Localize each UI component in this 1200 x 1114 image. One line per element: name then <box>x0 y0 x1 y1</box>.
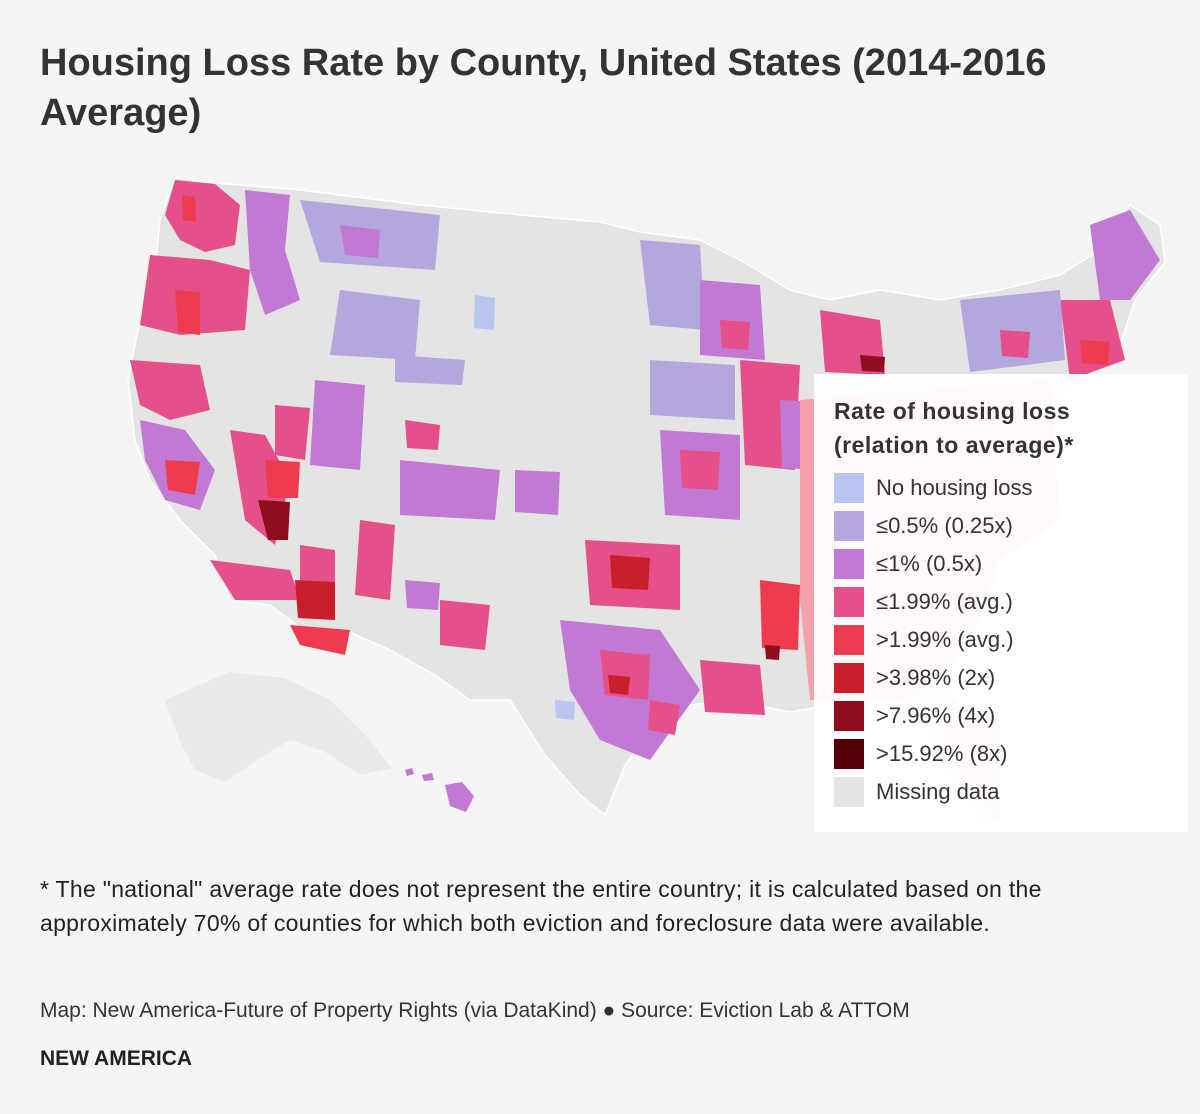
region-ca-red <box>165 460 200 495</box>
hawaii-shape <box>445 782 474 812</box>
region-nevada-red <box>265 460 300 498</box>
legend-item: ≤0.5% (0.25x) <box>834 510 1174 542</box>
source-credit: Map: New America-Future of Property Righ… <box>40 999 910 1022</box>
legend-swatch <box>834 663 864 693</box>
legend-item: >15.92% (8x) <box>834 738 1174 770</box>
region-nm-pink <box>355 520 395 600</box>
legend-item: >7.96% (4x) <box>834 700 1174 732</box>
region-socal <box>210 560 300 600</box>
legend-item: >3.98% (2x) <box>834 662 1174 694</box>
region-arizona-red <box>295 580 335 620</box>
region-sd-purple <box>395 355 465 385</box>
region-colorado-pink <box>405 420 440 450</box>
legend-label: ≤0.5% (0.25x) <box>876 513 1013 538</box>
legend-title-line2: (relation to average)* <box>834 432 1074 458</box>
region-mississippi-dark <box>765 645 780 660</box>
legend-swatch <box>834 511 864 541</box>
region-minnesota <box>640 240 705 330</box>
legend-item: >1.99% (avg.) <box>834 624 1174 656</box>
legend-swatch <box>834 701 864 731</box>
region-colorado <box>400 460 500 520</box>
legend-title-line1: Rate of housing loss <box>834 398 1071 424</box>
legend-item: No housing loss <box>834 472 1174 504</box>
hawaii-islands <box>405 768 434 781</box>
legend-swatch <box>834 549 864 579</box>
legend-label: >3.98% (2x) <box>876 665 996 690</box>
region-maine <box>1090 210 1160 300</box>
region-gulf-coast-pink <box>648 700 680 735</box>
region-oklahoma-red <box>610 555 650 590</box>
region-utah-pink <box>275 405 310 460</box>
region-arizona-bright <box>290 625 350 655</box>
region-michigan-darkred <box>860 355 885 372</box>
region-nd-blue <box>474 295 495 330</box>
brand-logo: NEW AMERICA <box>40 1047 193 1070</box>
region-wisconsin-pink <box>720 320 750 350</box>
legend-item: Missing data <box>834 776 1174 808</box>
region-nm-purple <box>405 580 440 610</box>
region-arizona-pink <box>300 545 335 590</box>
alaska-shape <box>165 672 392 782</box>
region-wyoming <box>330 290 420 360</box>
legend-item: ≤1.99% (avg.) <box>834 586 1174 618</box>
legend-title: Rate of housing loss (relation to averag… <box>834 394 1174 462</box>
region-new-england-pink <box>1060 300 1125 380</box>
region-kansas <box>515 470 560 515</box>
legend-item: ≤1% (0.5x) <box>834 548 1174 580</box>
legend-swatch <box>834 739 864 769</box>
region-texas-blue <box>555 700 575 720</box>
legend-swatch <box>834 777 864 807</box>
legend-label: >7.96% (4x) <box>876 703 996 728</box>
legend-label: ≤1% (0.5x) <box>876 551 983 576</box>
legend-label: Missing data <box>876 779 1000 804</box>
region-ne-red <box>1080 340 1110 365</box>
map-title: Housing Loss Rate by County, United Stat… <box>40 42 1047 134</box>
region-texas-red <box>608 675 630 695</box>
region-alabama-red <box>760 580 800 650</box>
region-oregon-red <box>175 290 200 335</box>
footnote: * The "national" average rate does not r… <box>40 876 1042 936</box>
region-nevada-darkred <box>258 500 290 540</box>
region-utah <box>310 380 365 470</box>
legend-swatch <box>834 587 864 617</box>
region-idaho <box>245 190 300 315</box>
region-wisconsin <box>700 280 765 360</box>
region-wa-red <box>182 195 196 222</box>
legend-label: >1.99% (avg.) <box>876 627 1014 652</box>
region-ny-pink <box>1000 330 1030 358</box>
legend-label: No housing loss <box>876 475 1033 500</box>
legend-label: ≤1.99% (avg.) <box>876 589 1013 614</box>
region-missouri-pink <box>680 450 720 490</box>
region-nm-south <box>440 600 490 650</box>
region-louisiana <box>700 660 765 715</box>
legend: Rate of housing loss (relation to averag… <box>814 374 1188 832</box>
legend-swatch <box>834 625 864 655</box>
region-iowa <box>650 360 735 420</box>
region-montana-purple <box>340 225 380 258</box>
region-north-california <box>130 360 210 420</box>
legend-swatch <box>834 473 864 503</box>
legend-label: >15.92% (8x) <box>876 741 1008 766</box>
